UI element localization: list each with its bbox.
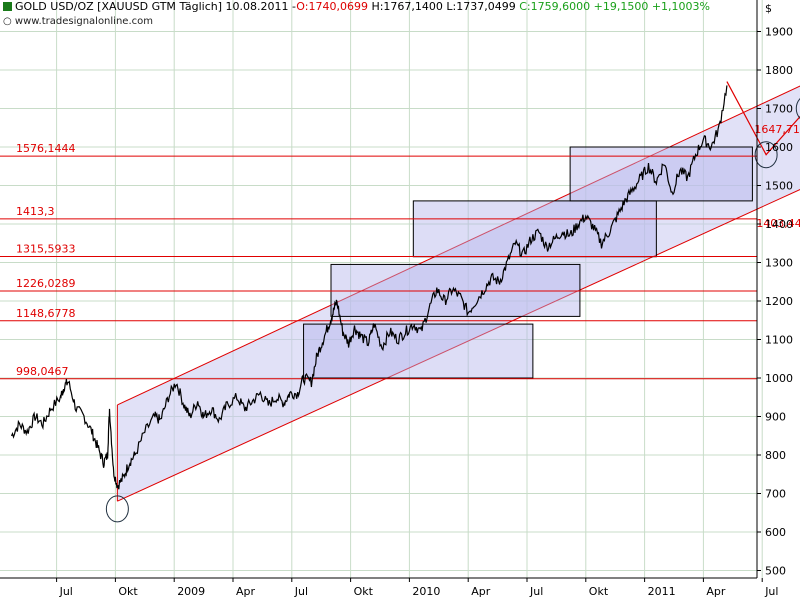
low-value: L:1737,0499: [446, 0, 516, 13]
consolidation-box: [303, 323, 534, 379]
y-tick-label: 900: [765, 411, 786, 424]
annotation-circle: [795, 98, 800, 119]
level-label: 998,0467: [16, 365, 69, 378]
y-tick-label: 1400: [765, 218, 793, 231]
x-tick-label: Okt: [118, 585, 138, 598]
x-tick-label: Jul: [59, 585, 73, 598]
level-annotations: 1647,7158 1403,4492: [754, 123, 800, 230]
source-label: www.tradesignalonline.com: [14, 16, 153, 27]
x-tick-label: 2010: [412, 585, 440, 598]
x-tick-label: 2009: [177, 585, 205, 598]
y-tick-label: 800: [765, 449, 786, 462]
level-label: 1413,3: [16, 205, 55, 218]
consolidation-box: [412, 200, 657, 258]
y-tick-label: 1800: [765, 64, 793, 77]
y-tick-label: 1100: [765, 334, 793, 347]
x-tick-label: Okt: [354, 585, 374, 598]
annotation-circles: [105, 98, 800, 523]
level-label: 1148,6778: [16, 307, 76, 320]
x-tick-label: Jul: [529, 585, 543, 598]
x-tick-label: Jul: [294, 585, 308, 598]
annotation-circle: [754, 141, 778, 169]
y-tick-label: 1900: [765, 26, 793, 39]
y-tick-label: 1000: [765, 372, 793, 385]
source-line: ○ www.tradesignalonline.com: [3, 16, 153, 27]
high-value: H:1767,1400: [371, 0, 443, 13]
annotation-label: 1403,4492: [756, 217, 800, 230]
channel-lower-line: [117, 188, 800, 502]
series-color-icon: [3, 2, 12, 11]
annotation-circle: [105, 495, 129, 523]
y-tick-label: 1200: [765, 295, 793, 308]
x-tick-label: Okt: [589, 585, 609, 598]
period-label: Täglich]: [179, 0, 223, 13]
projection-line: [726, 81, 800, 156]
annotation-label: 1647,7158: [754, 123, 800, 136]
x-tick-label: 2011: [648, 585, 676, 598]
level-label: 1226,0289: [16, 277, 76, 290]
price-line: [10, 85, 728, 490]
y-axis: 500 600 700 800 900 1000 1100 1200 1300 1400 1500 1…: [756, 0, 793, 578]
projection-path: [726, 81, 800, 156]
x-axis: Jul Okt 2009 Apr Jul Okt 2010 Apr Jul Okt 2011 Apr J…: [0, 577, 778, 598]
y-tick-label: 500: [765, 565, 786, 578]
change-pct-value: +1,1003%: [651, 0, 711, 13]
y-tick-label: 1300: [765, 257, 793, 270]
symbol-label: GOLD USD/OZ [XAUUSD GTM: [15, 0, 176, 13]
close-value: C:1759,6000: [519, 0, 591, 13]
y-tick-label: 1600: [765, 141, 793, 154]
y-tick-label: 700: [765, 488, 786, 501]
date-label: 10.08.2011: [225, 0, 289, 13]
support-resistance-levels: 1576,1444 1413,3 1315,5933 1226,0289 1148,67…: [0, 142, 757, 380]
y-tick-label: 600: [765, 526, 786, 539]
channel-upper-line: [117, 85, 800, 406]
change-value: +19,1500: [593, 0, 649, 13]
x-tick-label: Apr: [236, 585, 256, 598]
level-label: 1315,5933: [16, 242, 76, 255]
x-tick-label: Apr: [471, 585, 491, 598]
level-label: 1576,1444: [16, 142, 76, 155]
x-tick-label: Apr: [706, 585, 726, 598]
currency-label: $: [765, 2, 772, 15]
price-series: [10, 85, 728, 490]
x-tick-label: Jul: [764, 585, 778, 598]
open-value: O:1740,0699: [296, 0, 368, 13]
y-tick-label: 1500: [765, 180, 793, 193]
y-tick-label: 1700: [765, 103, 793, 116]
chart-header: GOLD USD/OZ [XAUUSD GTM Täglich] 10.08.2…: [0, 0, 710, 14]
